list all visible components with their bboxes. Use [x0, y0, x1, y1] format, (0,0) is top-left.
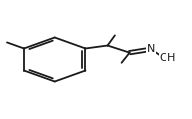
Text: O: O: [159, 53, 168, 63]
Text: H: H: [167, 53, 175, 63]
Text: N: N: [146, 44, 155, 54]
